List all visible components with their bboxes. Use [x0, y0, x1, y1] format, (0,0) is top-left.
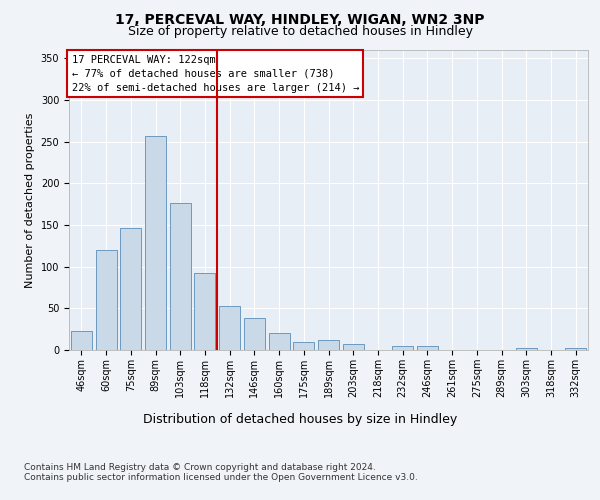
Text: 17, PERCEVAL WAY, HINDLEY, WIGAN, WN2 3NP: 17, PERCEVAL WAY, HINDLEY, WIGAN, WN2 3N…	[115, 12, 485, 26]
Bar	[71, 331, 92, 350]
Text: Contains HM Land Registry data © Crown copyright and database right 2024.
Contai: Contains HM Land Registry data © Crown c…	[24, 462, 418, 482]
Bar	[392, 346, 413, 350]
Bar	[145, 136, 166, 350]
Bar	[343, 344, 364, 350]
Bar	[244, 318, 265, 350]
Bar	[219, 306, 240, 350]
Bar	[170, 204, 191, 350]
Bar	[318, 340, 339, 350]
Y-axis label: Number of detached properties: Number of detached properties	[25, 112, 35, 288]
Bar	[95, 250, 116, 350]
Bar	[120, 228, 141, 350]
Bar	[417, 346, 438, 350]
Bar	[293, 342, 314, 350]
Text: Size of property relative to detached houses in Hindley: Size of property relative to detached ho…	[128, 25, 473, 38]
Bar	[194, 272, 215, 350]
Text: 17 PERCEVAL WAY: 122sqm
← 77% of detached houses are smaller (738)
22% of semi-d: 17 PERCEVAL WAY: 122sqm ← 77% of detache…	[71, 54, 359, 92]
Bar	[269, 334, 290, 350]
Bar	[565, 348, 586, 350]
Text: Distribution of detached houses by size in Hindley: Distribution of detached houses by size …	[143, 412, 457, 426]
Bar	[516, 348, 537, 350]
